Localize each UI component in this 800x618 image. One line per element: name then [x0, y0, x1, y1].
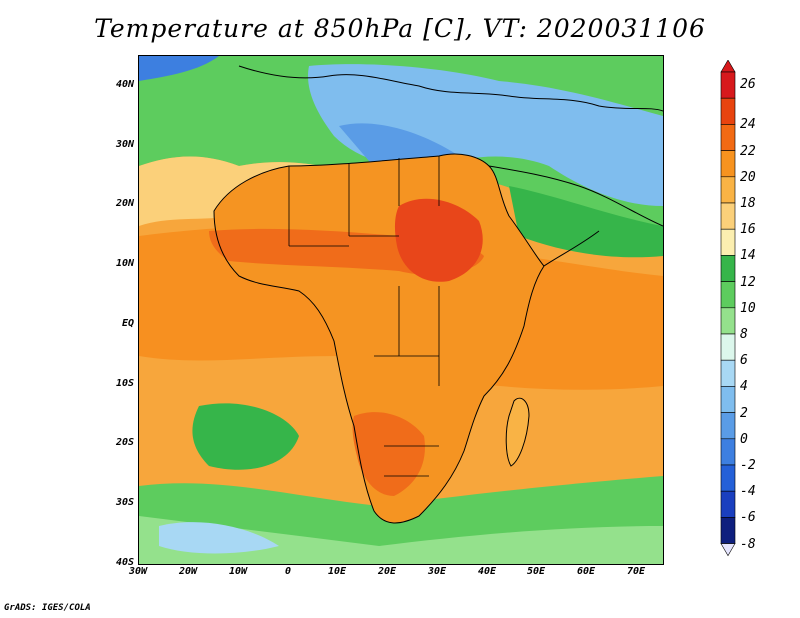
footer-credit: GrADS: IGES/COLA: [4, 603, 91, 613]
colorbar-segment: [720, 281, 736, 309]
colorbar-tick-label: 18: [740, 196, 756, 211]
lat-tick-30n: 30N: [115, 139, 134, 150]
colorbar-segment: [720, 386, 736, 413]
sudan-hot-core: [394, 198, 483, 282]
africa-coastline: [213, 153, 545, 524]
colorbar-tick-label: -6: [740, 510, 756, 526]
lat-tick-eq: EQ: [121, 318, 134, 329]
colorbar-segment: [720, 124, 736, 151]
colorbar: [720, 60, 736, 557]
chart-title: Temperature at 850hPa [C], VT: 202003110…: [94, 14, 706, 43]
colorbar-tick-label: 0: [740, 431, 748, 447]
colorbar-tick-label: 12: [740, 274, 756, 290]
colorbar-segment: [720, 307, 736, 335]
colorbar-tick-label: 20: [740, 169, 756, 185]
colorbar-segment: [720, 438, 736, 466]
lon-tick-30e: 30E: [427, 566, 447, 577]
lon-tick-50e: 50E: [526, 566, 546, 577]
colorbar-tick-label: 8: [740, 327, 748, 342]
arabia-green-zone: [509, 186, 663, 258]
lon-tick-0: 0: [284, 566, 292, 577]
lat-tick-40s: 40S: [115, 557, 134, 568]
colorbar-bottom-arrow: [720, 543, 736, 557]
colorbar-segment: [720, 255, 736, 282]
south-cold-zone: [159, 522, 279, 554]
colorbar-segment: [720, 412, 736, 440]
colorbar-tick-label: -8: [740, 536, 756, 552]
lon-tick-20e: 20E: [377, 566, 397, 577]
colorbar-tick-label: -2: [740, 458, 756, 473]
colorbar-segment: [720, 150, 736, 178]
lat-tick-40n: 40N: [115, 79, 134, 90]
colorbar-top-arrow: [720, 60, 736, 73]
north-cold-zone: [308, 64, 663, 206]
lon-tick-20w: 20W: [178, 566, 198, 577]
colorbar-tick-label: -4: [740, 484, 756, 500]
country-borders: [288, 156, 440, 477]
colorbar-tick-label: 26: [740, 77, 756, 92]
lon-tick-40e: 40E: [477, 566, 497, 577]
colorbar-tick-label: 4: [740, 379, 748, 395]
colorbar-segment: [720, 176, 736, 204]
lat-tick-20n: 20N: [115, 198, 134, 209]
lat-tick-10s: 10S: [115, 378, 134, 389]
colorbar-segment: [720, 333, 736, 361]
colorbar-segment: [720, 359, 736, 387]
colorbar-segment: [720, 97, 736, 125]
map-canvas: [139, 56, 663, 564]
colorbar-segment: [720, 202, 736, 230]
south-cool-zone: [139, 516, 663, 564]
southern-africa-hot: [352, 412, 425, 496]
colorbar-segment: [720, 228, 736, 256]
colorbar-tick-label: 24: [740, 117, 756, 133]
madagascar: [506, 398, 529, 466]
lon-tick-10e: 10E: [327, 566, 347, 577]
colorbar-tick-label: 14: [740, 248, 756, 264]
temperature-map: [138, 55, 664, 565]
colorbar-segment: [720, 517, 736, 544]
arabia-coastline: [488, 165, 663, 267]
colorbar-tick-label: 10: [740, 300, 756, 316]
lon-tick-70e: 70E: [626, 566, 646, 577]
madagascar-coastline: [505, 397, 530, 467]
north-cold-corner: [139, 56, 219, 81]
europe-coastline: [238, 65, 663, 112]
colorbar-segment: [720, 464, 736, 492]
colorbar-tick-label: 16: [740, 222, 756, 238]
lat-tick-20s: 20S: [115, 437, 134, 448]
colorbar-tick-label: 2: [740, 405, 748, 421]
lat-tick-30s: 30S: [115, 497, 134, 508]
colorbar-segment: [720, 490, 736, 518]
lon-tick-60e: 60E: [576, 566, 596, 577]
lon-tick-30w: 30W: [128, 566, 148, 577]
colorbar-segment: [720, 71, 736, 99]
lon-tick-10w: 10W: [228, 566, 248, 577]
lat-tick-10n: 10N: [115, 258, 134, 269]
colorbar-tick-label: 22: [740, 143, 756, 159]
colorbar-tick-label: 6: [740, 353, 748, 369]
south-atlantic-green: [192, 403, 299, 470]
